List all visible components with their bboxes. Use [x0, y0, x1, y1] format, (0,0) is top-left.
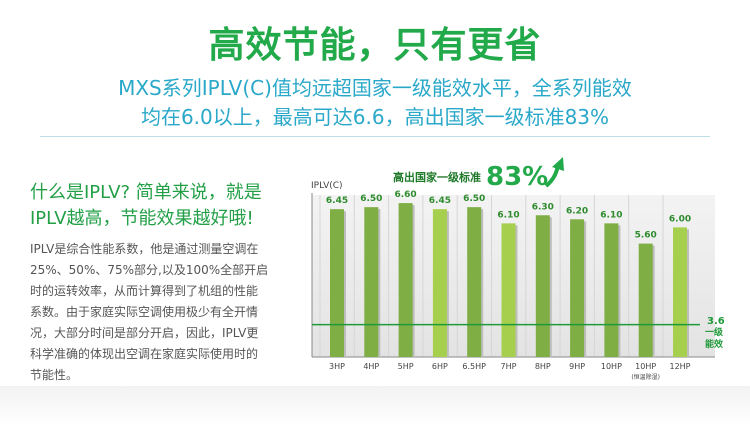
- x-tick-label: 4HP: [363, 362, 379, 371]
- question-line-2: IPLV越高，节能效果越好哦!: [30, 208, 254, 229]
- y-axis-label: IPLV(C): [311, 181, 343, 191]
- body-line-5: 况，大部分时间是部分开启，因此，IPLV更: [30, 326, 259, 340]
- bar: [364, 207, 379, 357]
- bar: [467, 207, 482, 357]
- x-tick-label: 7HP: [501, 362, 517, 371]
- body-line-7: 节能性。: [30, 368, 79, 382]
- bar-value-label: 6.45: [429, 196, 451, 206]
- bar: [604, 223, 619, 357]
- bar-value-label: 6.10: [600, 210, 622, 220]
- bar-value-label: 6.30: [532, 202, 554, 212]
- subheadline-line-2: 均在6.0以上，最高可达6.6，高出国家一级标准83%: [140, 105, 610, 129]
- reference-label-line-2: 一级: [705, 326, 724, 338]
- x-tick-label: 6HP: [432, 362, 448, 371]
- callout-percent: 83%: [486, 162, 548, 192]
- bar-value-label: 6.50: [463, 194, 485, 204]
- bar: [398, 203, 413, 357]
- bar-value-label: 6.60: [394, 190, 416, 200]
- footer-band: [0, 386, 750, 425]
- x-tick-label: 10HP: [601, 362, 622, 371]
- reference-label-line-3: 能效: [705, 338, 724, 350]
- x-tick-label: 3HP: [329, 362, 345, 371]
- x-tick-label: 6.5HP: [462, 362, 486, 371]
- bar-value-label: 6.20: [566, 206, 588, 216]
- body-line-6: 科学准确的体现出空调在家庭实际使用时的: [30, 347, 259, 361]
- x-tick-label: 8HP: [535, 362, 551, 371]
- bar-value-label: 6.45: [326, 196, 348, 206]
- subheadline-line-1: MXS系列IPLV(C)值均远超国家一级能效水平，全系列能效: [118, 76, 632, 100]
- bar-value-label: 6.10: [497, 210, 519, 220]
- x-tick-note: (恒温除湿): [631, 373, 660, 381]
- up-arrow-icon: [544, 157, 564, 188]
- bar-value-label: 6.50: [360, 194, 382, 204]
- body-line-3: 时的运转效率，从而计算得到了机组的性能: [30, 284, 259, 298]
- reference-value-label: 3.6: [707, 316, 725, 327]
- x-tick-label: 9HP: [569, 362, 585, 371]
- divider: [40, 136, 710, 137]
- x-tick-label: 10HP: [635, 362, 656, 371]
- bar: [535, 215, 550, 357]
- body-line-4: 系数。由于家庭实际空调使用极少有全开情: [30, 305, 259, 319]
- bar: [330, 209, 344, 357]
- gridlines: [319, 195, 664, 357]
- body-line-1: IPLV是综合性能系数，他是通过测量空调在: [30, 242, 259, 256]
- question-line-1: 什么是IPLV? 简单来说，就是: [30, 182, 262, 203]
- callout-text: 高出国家一级标准: [393, 170, 481, 184]
- bar: [638, 243, 653, 357]
- bar-value-label: 6.00: [669, 214, 691, 224]
- x-tick-label: 5HP: [398, 362, 414, 371]
- headline: 高效节能，只有更省: [208, 25, 542, 66]
- bar: [673, 227, 687, 357]
- body-line-2: 25%、50%、75%部分,以及100%全部开启: [30, 263, 269, 277]
- bar: [570, 219, 585, 357]
- bar-value-label: 5.60: [635, 231, 657, 241]
- x-tick-label: 12HP: [669, 362, 690, 371]
- bar: [501, 223, 516, 357]
- bar: [432, 209, 447, 357]
